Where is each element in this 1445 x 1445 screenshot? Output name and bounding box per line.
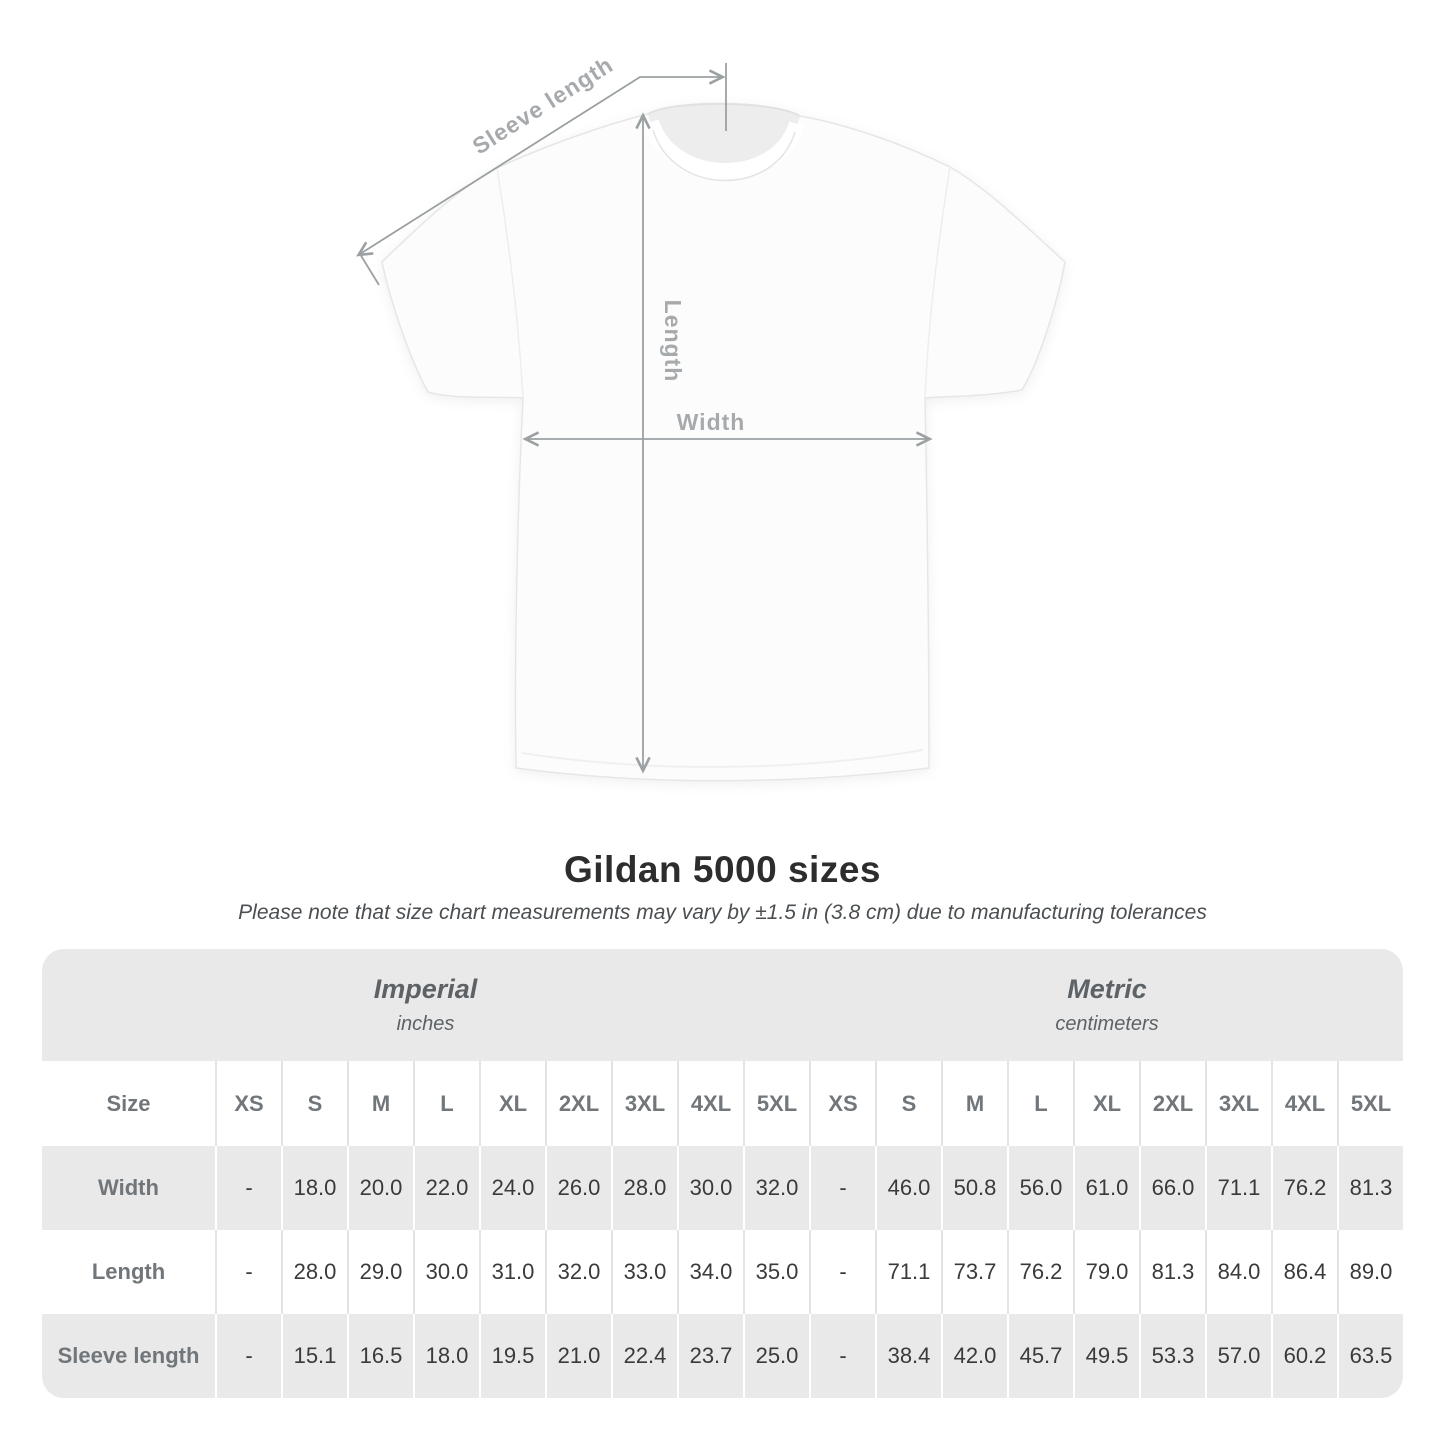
imperial-value-cell: 31.0 [481, 1230, 545, 1314]
metric-size-header-4xl: 4XL [1273, 1061, 1337, 1146]
metric-size-header-l: L [1009, 1061, 1073, 1146]
metric-value-cell: 76.2 [1273, 1146, 1337, 1230]
metric-size-header-xs: XS [811, 1061, 875, 1146]
metric-value-cell: 84.0 [1207, 1230, 1271, 1314]
imperial-value-cell: 30.0 [679, 1146, 743, 1230]
metric-value-cell: - [811, 1230, 875, 1314]
metric-value-cell: 42.0 [943, 1314, 1007, 1398]
imperial-title: Imperial [373, 974, 478, 1004]
size-column-header: Size [42, 1061, 215, 1146]
tshirt-shape [381, 102, 1066, 782]
imperial-value-cell: 32.0 [745, 1146, 809, 1230]
imperial-size-header-5xl: 5XL [745, 1061, 809, 1146]
metric-value-cell: 79.0 [1075, 1230, 1139, 1314]
metric-value-cell: 53.3 [1141, 1314, 1205, 1398]
imperial-size-header-4xl: 4XL [679, 1061, 743, 1146]
metric-value-cell: 63.5 [1339, 1314, 1403, 1398]
width-label: Width [677, 409, 746, 435]
metric-value-cell: 86.4 [1273, 1230, 1337, 1314]
metric-value-cell: 71.1 [1207, 1146, 1271, 1230]
imperial-size-header-3xl: 3XL [613, 1061, 677, 1146]
page-subtitle: Please note that size chart measurements… [238, 901, 1207, 924]
imperial-value-cell: 34.0 [679, 1230, 743, 1314]
metric-size-header-5xl: 5XL [1339, 1061, 1403, 1146]
metric-value-cell: 76.2 [1009, 1230, 1073, 1314]
imperial-value-cell: 26.0 [547, 1146, 611, 1230]
imperial-value-cell: 33.0 [613, 1230, 677, 1314]
metric-value-cell: 81.3 [1339, 1146, 1403, 1230]
length-label: Length [660, 300, 686, 383]
row-label: Width [42, 1146, 215, 1230]
metric-value-cell: 73.7 [943, 1230, 1007, 1314]
imperial-value-cell: 21.0 [547, 1314, 611, 1398]
row-label: Sleeve length [42, 1314, 215, 1398]
metric-value-cell: 66.0 [1141, 1146, 1205, 1230]
metric-value-cell: 49.5 [1075, 1314, 1139, 1398]
imperial-value-cell: 18.0 [415, 1314, 479, 1398]
tshirt-diagram: Sleeve length Length Width [356, 51, 1066, 782]
imperial-value-cell: 22.4 [613, 1314, 677, 1398]
imperial-value-cell: 23.7 [679, 1314, 743, 1398]
imperial-value-cell: - [217, 1230, 281, 1314]
table-units-band: Imperial inches Metric centimeters [42, 949, 1403, 1061]
imperial-unit: inches [396, 1013, 455, 1035]
imperial-value-cell: 25.0 [745, 1314, 809, 1398]
metric-unit: centimeters [1055, 1013, 1159, 1035]
imperial-value-cell: 15.1 [283, 1314, 347, 1398]
metric-size-header-m: M [943, 1061, 1007, 1146]
row-label: Length [42, 1230, 215, 1314]
metric-value-cell: 81.3 [1141, 1230, 1205, 1314]
imperial-size-header-xl: XL [481, 1061, 545, 1146]
table-row-width: Width -18.0 20.0 22.0 24.0 26.0 28.0 30.0 32.0-4… [42, 1146, 1403, 1230]
metric-size-header-xl: XL [1075, 1061, 1139, 1146]
imperial-value-cell: 20.0 [349, 1146, 413, 1230]
metric-value-cell: 57.0 [1207, 1314, 1271, 1398]
imperial-size-header-2xl: 2XL [547, 1061, 611, 1146]
size-table: Imperial inches Metric centimeters Size X… [42, 949, 1403, 1398]
imperial-value-cell: - [217, 1146, 281, 1230]
imperial-size-header-xs: XS [217, 1061, 281, 1146]
metric-value-cell: 45.7 [1009, 1314, 1073, 1398]
table-row-length: Length -28.0 29.0 30.0 31.0 32.0 33.0 34.0 35.0-… [42, 1230, 1403, 1314]
imperial-value-cell: 22.0 [415, 1146, 479, 1230]
metric-value-cell: 50.8 [943, 1146, 1007, 1230]
metric-section-header: Metric centimeters [811, 949, 1403, 1061]
page-title: Gildan 5000 sizes [563, 849, 881, 890]
table-row-sleeve-length: Sleeve length -15.1 16.5 18.0 19.5 21.0 22.4 23… [42, 1314, 1403, 1398]
metric-value-cell: 46.0 [877, 1146, 941, 1230]
metric-title: Metric [1067, 974, 1147, 1004]
tshirt-graphic: Sleeve length Length Width [356, 51, 1066, 782]
table-header-row: Size XS S M L XL 2XL 3XL 4XL 5XL XS S M L XL 2XL 3XL 4XL 5… [42, 1061, 1403, 1146]
metric-value-cell: - [811, 1146, 875, 1230]
imperial-value-cell: 32.0 [547, 1230, 611, 1314]
metric-value-cell: 71.1 [877, 1230, 941, 1314]
imperial-value-cell: - [217, 1314, 281, 1398]
imperial-value-cell: 18.0 [283, 1146, 347, 1230]
imperial-value-cell: 28.0 [283, 1230, 347, 1314]
imperial-value-cell: 28.0 [613, 1146, 677, 1230]
table-body: Width -18.0 20.0 22.0 24.0 26.0 28.0 30.0 32.0-4… [42, 1146, 1403, 1398]
metric-value-cell: 89.0 [1339, 1230, 1403, 1314]
metric-size-header-3xl: 3XL [1207, 1061, 1271, 1146]
metric-value-cell: 61.0 [1075, 1146, 1139, 1230]
sleeve-length-arrow [356, 69, 726, 286]
imperial-value-cell: 35.0 [745, 1230, 809, 1314]
metric-value-cell: 60.2 [1273, 1314, 1337, 1398]
imperial-value-cell: 19.5 [481, 1314, 545, 1398]
metric-value-cell: - [811, 1314, 875, 1398]
imperial-value-cell: 29.0 [349, 1230, 413, 1314]
metric-size-header-2xl: 2XL [1141, 1061, 1205, 1146]
imperial-size-header-l: L [415, 1061, 479, 1146]
imperial-size-header-m: M [349, 1061, 413, 1146]
imperial-section-header: Imperial inches [42, 949, 809, 1061]
imperial-value-cell: 24.0 [481, 1146, 545, 1230]
metric-value-cell: 38.4 [877, 1314, 941, 1398]
metric-size-header-s: S [877, 1061, 941, 1146]
imperial-value-cell: 16.5 [349, 1314, 413, 1398]
imperial-size-header-s: S [283, 1061, 347, 1146]
metric-value-cell: 56.0 [1009, 1146, 1073, 1230]
imperial-value-cell: 30.0 [415, 1230, 479, 1314]
